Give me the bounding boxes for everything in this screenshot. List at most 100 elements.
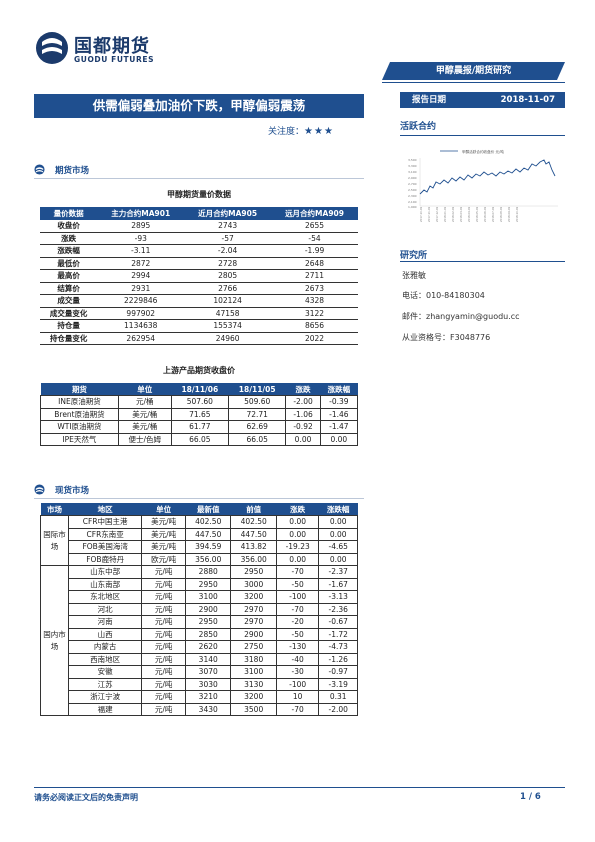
table-cell: 2880	[184, 565, 232, 579]
table-cell: 66.05	[228, 432, 287, 446]
table-cell: 3122	[271, 307, 358, 320]
table-cell: -19.23	[275, 540, 320, 554]
futures-section-divider	[34, 178, 364, 179]
attention-rating: 关注度：★★★	[268, 124, 334, 137]
table-cell: 元/吨	[141, 640, 186, 654]
table-cell: 元/吨	[141, 602, 186, 616]
table-cell: 71.65	[170, 407, 230, 421]
section-swirl-icon	[34, 484, 45, 495]
table-cell: 447.50	[184, 527, 232, 541]
table-cell: -0.39	[319, 395, 359, 409]
analyst-email[interactable]: 邮件：zhangyamin@guodu.cc	[402, 312, 520, 321]
table-cell: 2900	[184, 602, 232, 616]
table-cell: 便士/色姆	[117, 432, 172, 446]
table-cell: 507.60	[170, 395, 230, 409]
active-contract-chart: 甲醇活跃合约收盘价 元/吨 3,500 3,300 3,100 2,900 2,…	[408, 149, 558, 222]
table-cell: -1.99	[271, 244, 358, 258]
table-cell: 1134638	[97, 319, 185, 333]
table-row: 结算价 2931 2766 2673	[40, 282, 358, 295]
mini-chart-series-line	[419, 159, 556, 195]
table-cell: 3500	[230, 702, 277, 716]
futures-section-heading: 期货市场	[34, 164, 89, 176]
row-label: 成交量	[40, 294, 98, 308]
analyst-license: 从业资格号：F3048776	[402, 333, 491, 342]
table-cell: 美元/桶	[117, 420, 172, 434]
table-row: Brent原油期货 美元/桶 71.65 72.71 -1.06 -1.46	[40, 407, 359, 421]
spot-header-cell: 前值	[230, 503, 277, 516]
table-cell: 3030	[184, 677, 232, 691]
table-row: 江苏 元/吨 3030 3130 -100 -3.19	[41, 677, 358, 691]
table-cell: 山东南部	[67, 577, 143, 591]
upstream-header-cell: 期货	[40, 383, 119, 396]
table-cell: 4328	[271, 294, 358, 308]
table-cell: 美元/吨	[141, 540, 186, 554]
table-cell: -0.92	[285, 420, 321, 434]
table-cell: 2620	[184, 640, 232, 654]
table-cell: -2.04	[184, 244, 272, 258]
svg-text:2018-07-09: 2018-07-09	[491, 207, 495, 222]
table-cell: -93	[97, 232, 185, 245]
table-cell: CFR中国主港	[67, 515, 143, 529]
table-cell: 2728	[184, 257, 272, 270]
spot-section-heading: 现货市场	[34, 484, 89, 496]
table-cell: 2743	[184, 219, 272, 233]
table-row: 河北 元/吨 2900 2970 -70 -2.36	[41, 602, 358, 616]
report-date-box: 报告日期 2018-11-07	[400, 92, 565, 108]
table-cell: 8656	[271, 319, 358, 333]
table-cell: 2950	[184, 577, 232, 591]
table-cell: -100	[275, 677, 320, 691]
table-row: 山西 元/吨 2850 2900 -50 -1.72	[41, 627, 358, 641]
upstream-table-caption: 上游产品期货收盘价	[163, 366, 235, 375]
svg-text:2,100: 2,100	[408, 200, 417, 204]
table-cell: 66.05	[170, 432, 230, 446]
table-cell: -1.26	[318, 652, 358, 666]
attention-stars: ★★★	[304, 126, 334, 137]
table-cell: 102124	[184, 294, 272, 308]
table-cell: -4.73	[318, 640, 358, 654]
table-cell: 3100	[230, 665, 277, 679]
futures-table-caption: 甲醇期货量价数据	[167, 190, 231, 199]
row-label: 结算价	[40, 282, 98, 295]
table-cell: 3130	[230, 677, 277, 691]
svg-text:2017-10-09: 2017-10-09	[419, 207, 423, 222]
section-swirl-icon	[34, 164, 45, 175]
table-cell: 元/吨	[141, 702, 186, 716]
table-cell: -40	[275, 652, 320, 666]
table-row: 持仓量变化 262954 24960 2022	[40, 332, 358, 345]
table-cell: 447.50	[230, 527, 277, 541]
table-cell: 元/吨	[141, 565, 186, 579]
table-cell: 元/桶	[117, 395, 172, 409]
logo-text-en: GUODU FUTURES	[74, 55, 155, 64]
report-title: 供需偏弱叠加油价下跌，甲醇偏弱震荡	[34, 94, 364, 118]
table-cell: 元/吨	[141, 627, 186, 641]
table-row: 国内市场 山东中部 元/吨 2880 2950 -70 -2.37	[40, 565, 358, 716]
disclaimer-notice[interactable]: 请务必阅读正文后的免责声明	[34, 793, 138, 802]
svg-text:2,700: 2,700	[408, 182, 417, 186]
svg-text:2018-06-09: 2018-06-09	[483, 207, 487, 222]
table-cell: -70	[275, 602, 320, 616]
table-cell: 3200	[230, 590, 277, 604]
table-cell: 江苏	[67, 677, 143, 691]
table-cell: 402.50	[184, 515, 232, 529]
table-row: 最高价 2994 2805 2711	[40, 269, 358, 283]
futures-header-cell: 主力合约MA901	[97, 207, 185, 220]
table-cell: 2673	[271, 282, 358, 295]
table-row: 河南 元/吨 2950 2970 -20 -0.67	[41, 615, 358, 629]
table-cell: 2950	[230, 565, 277, 579]
svg-text:2018-02-09: 2018-02-09	[451, 207, 455, 222]
table-cell: 东北地区	[67, 590, 143, 604]
svg-text:3,100: 3,100	[408, 170, 417, 174]
table-cell: 402.50	[230, 515, 277, 529]
table-cell: 3210	[184, 690, 232, 704]
table-cell: 2750	[230, 640, 277, 654]
table-row: 安徽 元/吨 3070 3100 -30 -0.97	[41, 665, 358, 679]
table-cell: 河北	[67, 602, 143, 616]
mini-chart-axes	[419, 158, 558, 207]
table-cell: 2648	[271, 257, 358, 270]
svg-text:2018-01-09: 2018-01-09	[443, 207, 447, 222]
svg-text:2018-03-09: 2018-03-09	[459, 207, 463, 222]
table-cell: 元/吨	[141, 652, 186, 666]
table-cell: 356.00	[230, 552, 277, 566]
upstream-header-cell: 涨跌幅	[320, 383, 358, 396]
row-label: 持仓量	[40, 319, 98, 333]
